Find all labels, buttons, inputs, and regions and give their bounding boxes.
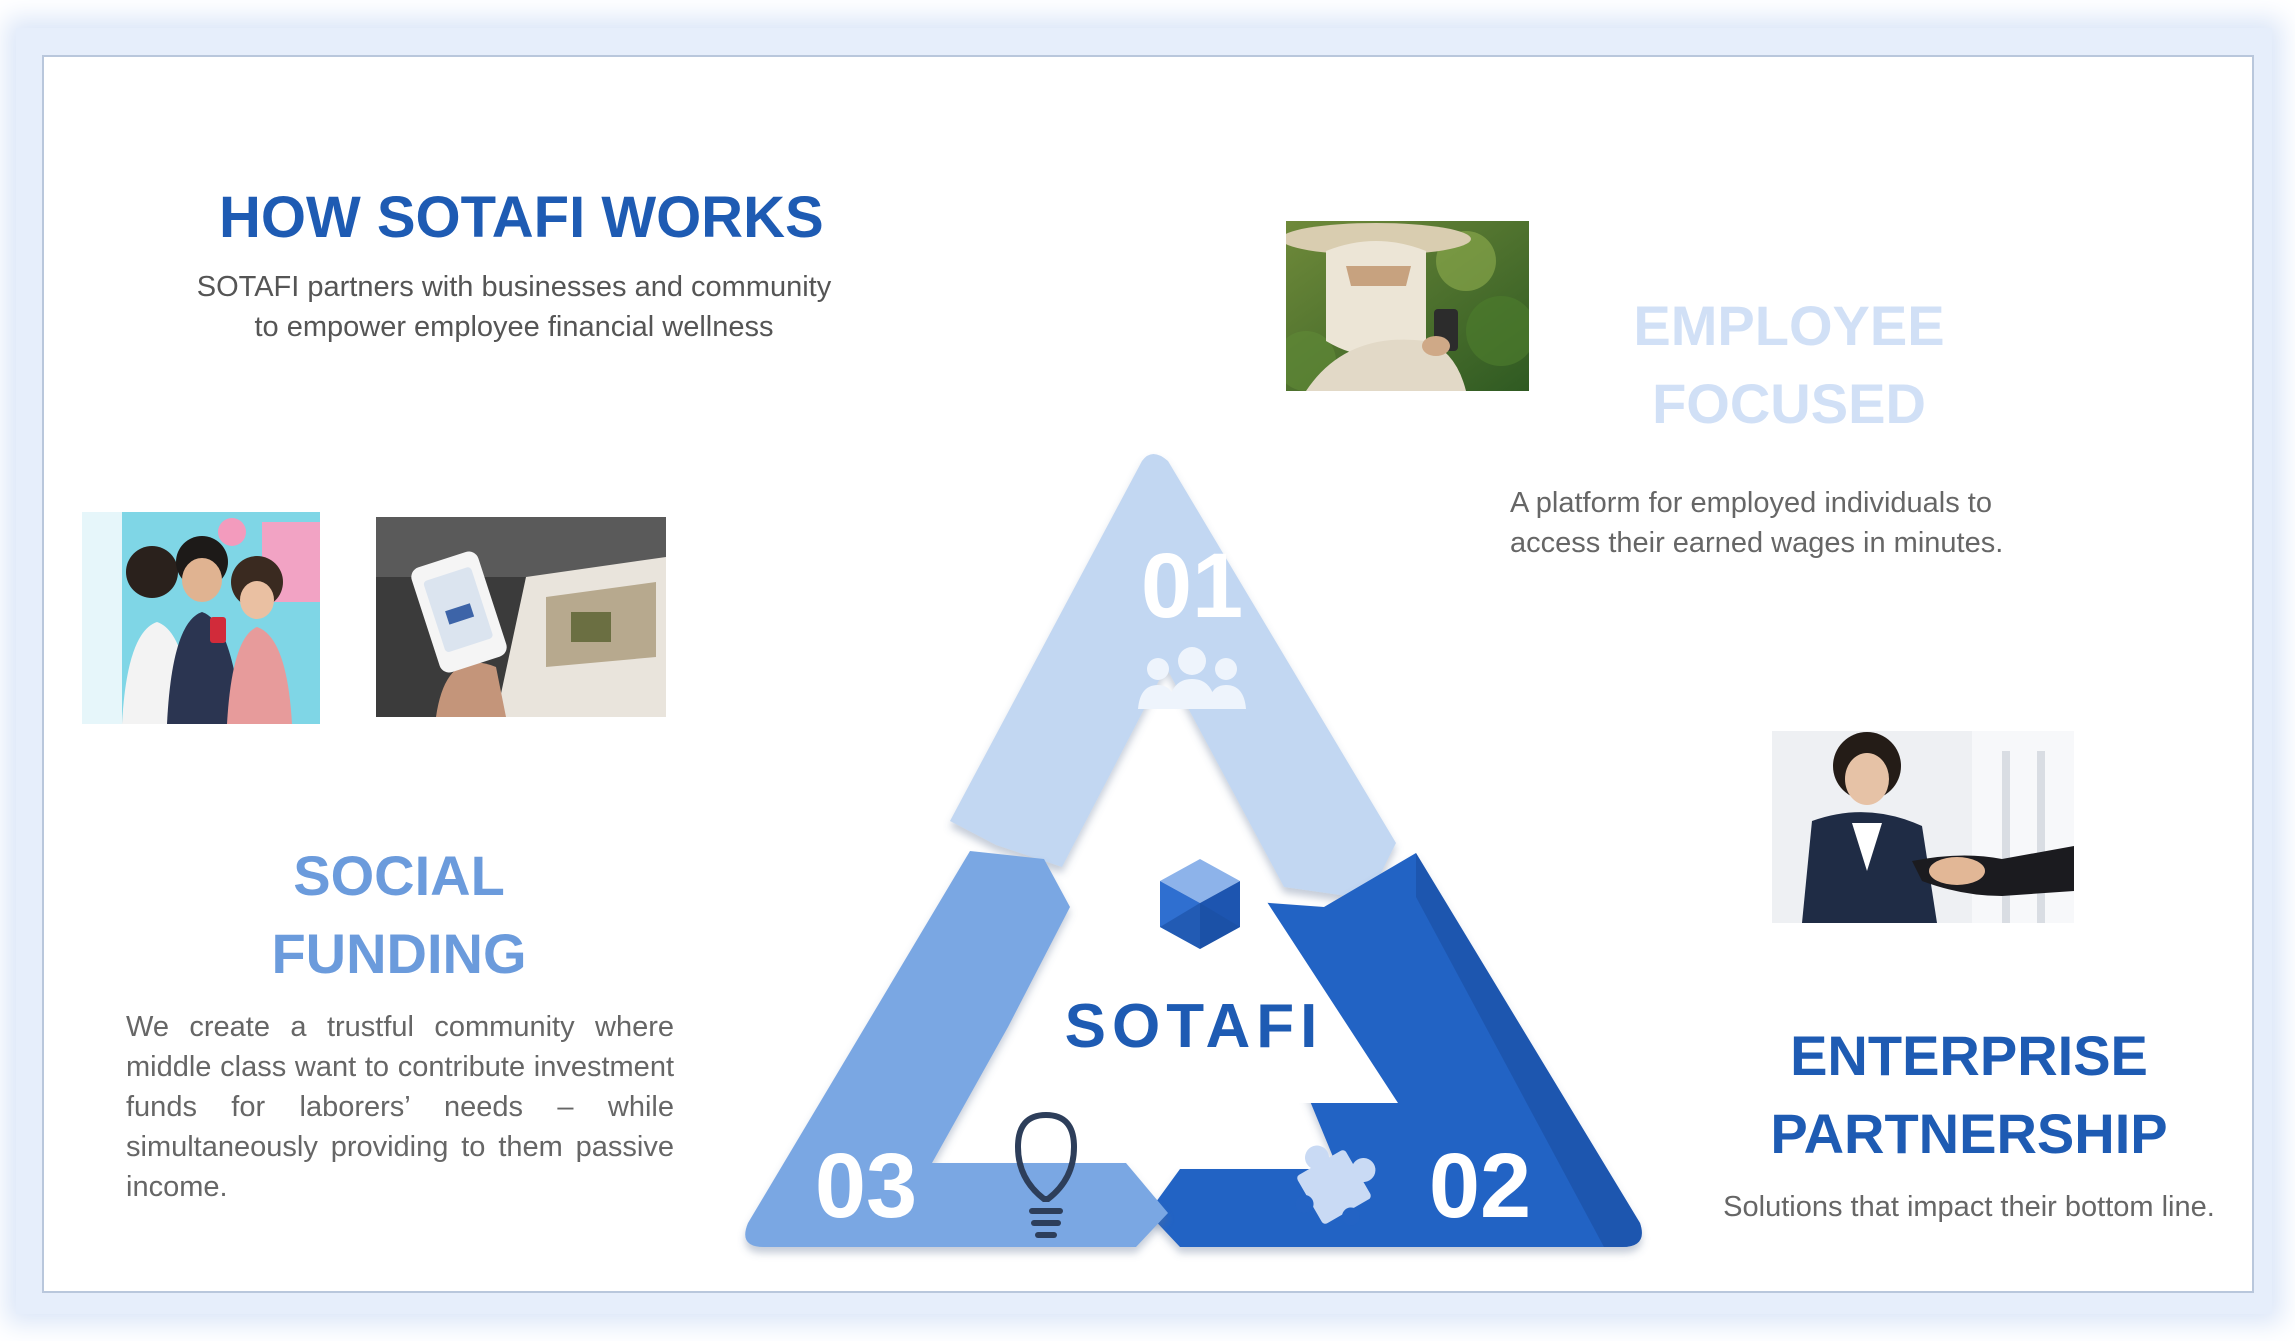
employee-photo [1286, 221, 1529, 391]
slide: HOW SOTAFI WORKS SOTAFI partners with bu… [42, 55, 2254, 1293]
people-icon [1138, 647, 1246, 709]
social-title-line-2: FUNDING [271, 922, 527, 985]
subtitle-line-1: SOTAFI partners with businesses and comm… [196, 271, 832, 303]
center-logo-text: SOTAFI [1065, 992, 1324, 1061]
subtitle-line-2: to empower employee financial wellness [254, 311, 774, 343]
employee-title-line-1: EMPLOYEE [1633, 294, 1945, 357]
employee-description: A platform for employed individuals to a… [1510, 483, 2050, 563]
sotafi-cube-icon [1160, 859, 1240, 949]
page-subtitle: SOTAFI partners with businesses and comm… [164, 267, 864, 347]
phone-magazine-photo [376, 517, 666, 717]
employee-title-line-2: FOCUSED [1652, 372, 1926, 435]
lightbulb-icon [1014, 1111, 1078, 1238]
employee-desc-line-2: access their earned wages in minutes. [1510, 527, 2004, 559]
puzzle-icon [1295, 1145, 1376, 1226]
step-01-number: 01 [1141, 535, 1243, 637]
segment-01 [950, 454, 1396, 899]
enterprise-description: Solutions that impact their bottom line. [1723, 1191, 2215, 1223]
enterprise-title-line-1: ENTERPRISE [1790, 1024, 2148, 1087]
cycle-triangle-diagram: SOTAFI 01 02 03 [745, 454, 1642, 1247]
segment-03 [745, 851, 1168, 1247]
enterprise-partnership-title: ENTERPRISE PARTNERSHIP [1744, 1017, 2194, 1173]
social-funding-title: SOCIAL FUNDING [224, 837, 574, 993]
enterprise-title-line-2: PARTNERSHIP [1770, 1102, 2168, 1165]
employee-focused-title: EMPLOYEE FOCUSED [1604, 287, 1974, 443]
social-title-line-1: SOCIAL [293, 844, 505, 907]
step-02-number: 02 [1429, 1135, 1531, 1237]
segment-02-shade [1416, 853, 1642, 1247]
employee-desc-line-1: A platform for employed individuals to [1510, 487, 1992, 519]
page-title: HOW SOTAFI WORKS [219, 185, 824, 250]
social-description: We create a trustful community where mid… [126, 1011, 674, 1203]
handshake-photo [1772, 731, 2074, 923]
friends-photo [82, 512, 320, 724]
step-03-number: 03 [815, 1135, 917, 1237]
